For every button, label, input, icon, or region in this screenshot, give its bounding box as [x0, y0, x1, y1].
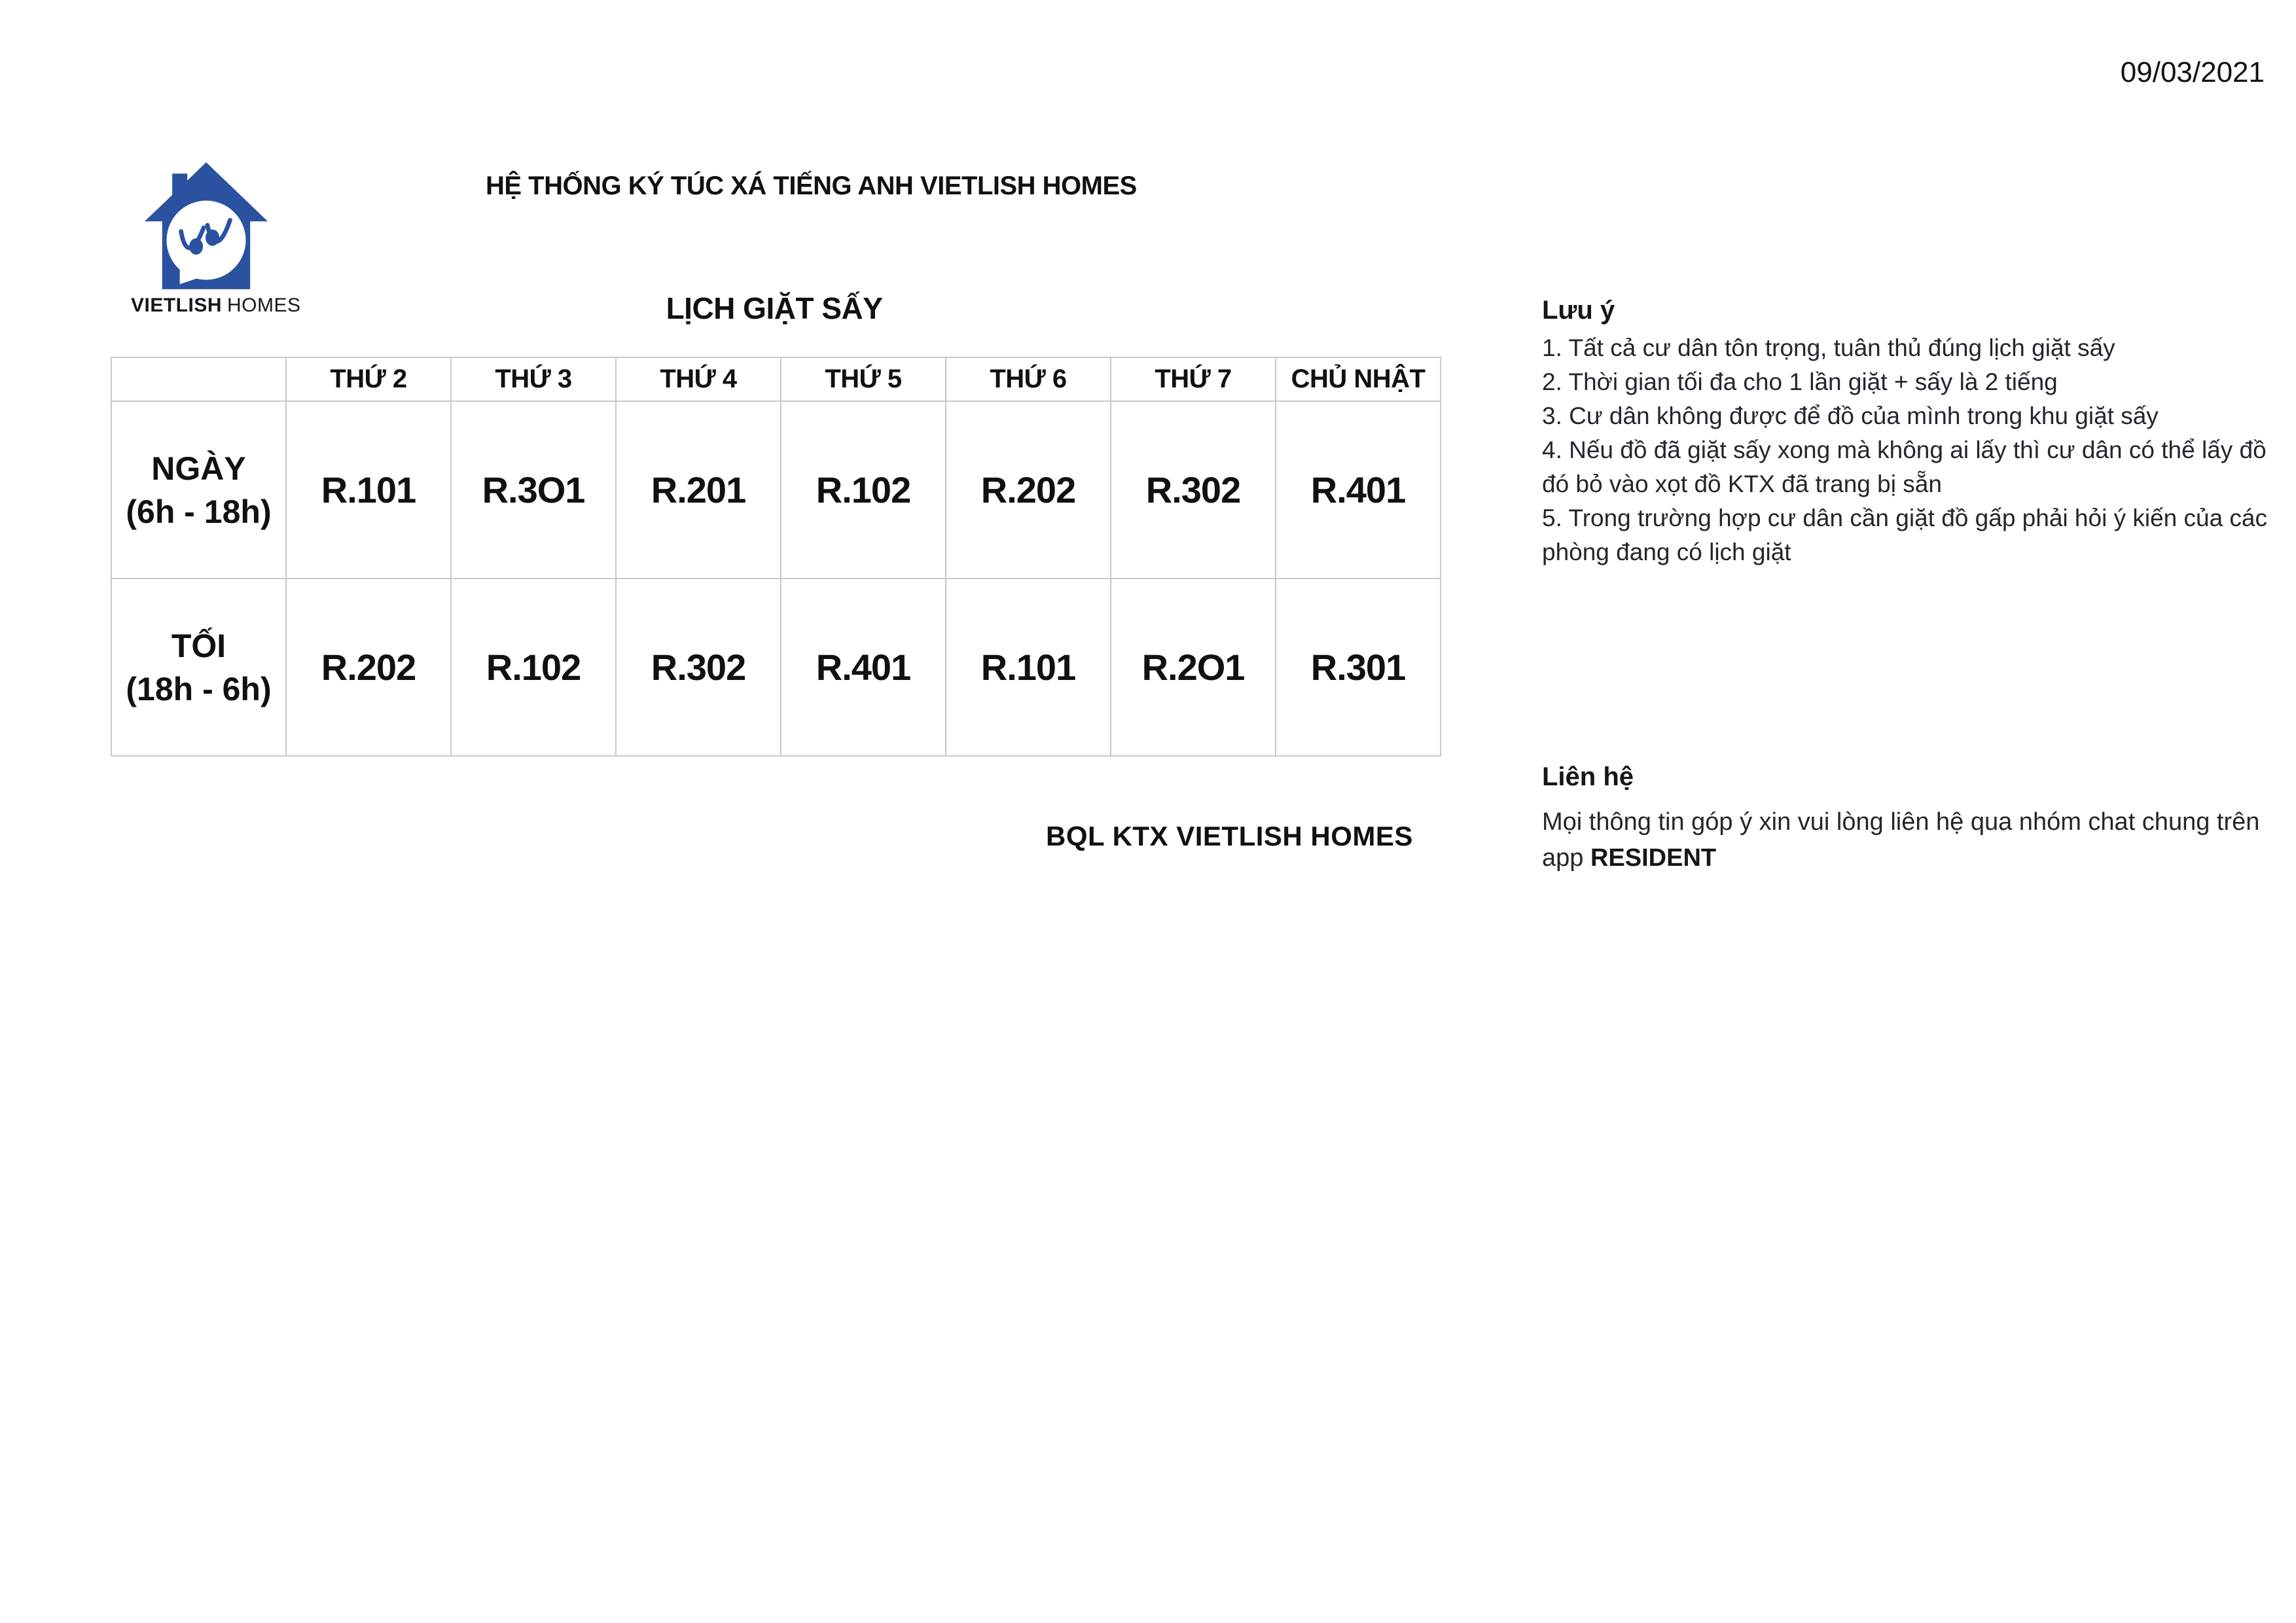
row-label-day-hours: (6h - 18h)	[126, 493, 272, 530]
room-cell: R.2O1	[1110, 578, 1276, 757]
note-item-2: 2. Thời gian tối đa cho 1 lần giặt + sấy…	[1542, 368, 2058, 395]
contact-body: Mọi thông tin góp ý xin vui lòng liên hệ…	[1542, 804, 2295, 876]
notes-heading: Lưu ý	[1542, 296, 1615, 325]
header-cell-saturday: THỨ 7	[1110, 357, 1276, 402]
schedule-title: LỊCH GIẶT SẤY	[666, 291, 883, 325]
room-cell: R.401	[780, 578, 946, 757]
logo-brand-bold: VIETLISH	[131, 294, 223, 316]
contact-body-text: Mọi thông tin góp ý xin vui lòng liên hệ…	[1542, 808, 2260, 872]
signature-text: BQL KTX VIETLISH HOMES	[1046, 821, 1413, 851]
header-cell-friday: THỨ 6	[945, 357, 1111, 402]
page-title: HỆ THỐNG KÝ TÚC XÁ TIẾNG ANH VIETLISH HO…	[486, 171, 1137, 200]
room-cell: R.301	[1275, 578, 1441, 757]
header-cell-tuesday: THỨ 3	[450, 357, 617, 402]
row-label-night: TỐI (18h - 6h)	[111, 578, 287, 757]
room-cell: R.202	[285, 578, 452, 757]
room-cell: R.401	[1275, 401, 1441, 579]
header-cell-wednesday: THỨ 4	[615, 357, 781, 402]
house-icon	[131, 158, 281, 292]
contact-section: Liên hệ Mọi thông tin góp ý xin vui lòng…	[1542, 759, 2295, 876]
vietlish-logo: VIETLISH HOMES	[131, 158, 300, 317]
header-cell-sunday: CHỦ NHẬT	[1275, 357, 1441, 402]
room-cell: R.201	[615, 401, 781, 579]
notes-section: Lưu ý 1. Tất cả cư dân tôn trọng, tuân t…	[1542, 293, 2295, 569]
room-cell: R.302	[615, 578, 781, 757]
room-cell: R.101	[945, 578, 1111, 757]
note-item-4: 4. Nếu đồ đã giặt sấy xong mà không ai l…	[1542, 437, 2267, 497]
room-cell: R.202	[945, 401, 1111, 579]
note-item-1: 1. Tất cả cư dân tôn trọng, tuân thủ đún…	[1542, 334, 2115, 361]
row-label-night-hours: (18h - 6h)	[126, 670, 272, 707]
laundry-schedule-table: THỨ 2 THỨ 3 THỨ 4 THỨ 5 THỨ 6 THỨ 7 CHỦ …	[111, 357, 1441, 757]
room-cell: R.3O1	[450, 401, 617, 579]
header-cell-monday: THỨ 2	[285, 357, 452, 402]
table-header-row: THỨ 2 THỨ 3 THỨ 4 THỨ 5 THỨ 6 THỨ 7 CHỦ …	[111, 357, 1441, 402]
room-cell: R.102	[780, 401, 946, 579]
note-item-5: 5. Trong trường hợp cư dân cần giặt đồ g…	[1542, 505, 2268, 565]
document-date: 09/03/2021	[2120, 56, 2265, 88]
row-label-day-name: NGÀY	[151, 450, 246, 487]
contact-app-name: RESIDENT	[1590, 844, 1717, 872]
row-label-night-name: TỐI	[171, 627, 226, 664]
header-cell-empty	[111, 357, 287, 402]
note-item-3: 3. Cư dân không được để đồ của mình tron…	[1542, 402, 2159, 429]
logo-brand-light: HOMES	[227, 294, 301, 316]
room-cell: R.101	[285, 401, 452, 579]
row-label-day: NGÀY (6h - 18h)	[111, 401, 287, 579]
table-row-day-shift: NGÀY (6h - 18h) R.101 R.3O1 R.201 R.102 …	[111, 401, 1441, 579]
table-row-night-shift: TỐI (18h - 6h) R.202 R.102 R.302 R.401 R…	[111, 578, 1441, 757]
logo-wordmark: VIETLISH HOMES	[131, 294, 300, 317]
contact-heading: Liên hệ	[1542, 762, 1634, 791]
room-cell: R.302	[1110, 401, 1276, 579]
header-cell-thursday: THỨ 5	[780, 357, 946, 402]
room-cell: R.102	[450, 578, 617, 757]
